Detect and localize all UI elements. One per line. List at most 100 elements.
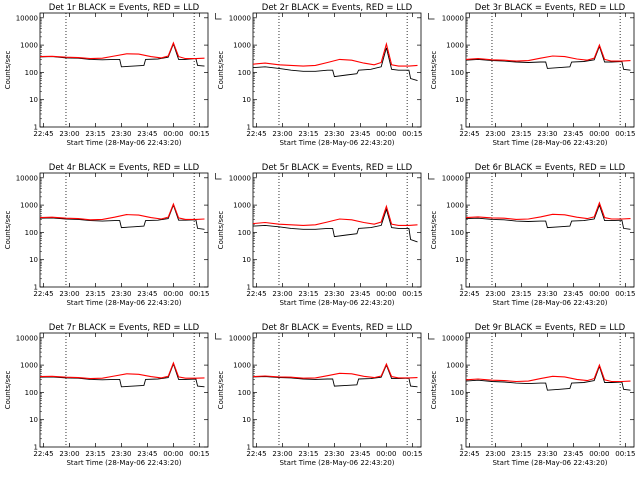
x-tick-label: 00:00: [589, 130, 609, 138]
x-tick-label: 00:00: [376, 130, 396, 138]
detector-panel-4: Det 4r BLACK = Events, RED = LLD 1 10 100 10…: [4, 163, 222, 307]
y-tick-label: 100: [25, 69, 38, 77]
y-tick-label: 10: [242, 256, 251, 264]
y-tick-label: 1: [34, 284, 38, 292]
range-marker: [428, 173, 435, 180]
x-axis-label: Start Time (28-May-06 22:43:20): [66, 459, 181, 467]
events-series-line: [465, 365, 631, 391]
y-tick-label: 1000: [20, 202, 38, 210]
x-tick-label: 23:15: [298, 130, 318, 138]
lld-series-line: [252, 41, 418, 67]
x-tick-label: 22:45: [33, 450, 53, 458]
plot-frame: [252, 12, 422, 128]
x-tick-label: 23:00: [485, 290, 505, 298]
x-tick-label: 23:15: [298, 450, 318, 458]
x-tick-label: 23:00: [272, 290, 292, 298]
x-tick-label: 23:00: [59, 290, 79, 298]
y-tick-label: 10000: [442, 14, 464, 22]
y-tick-label: 1000: [20, 42, 38, 50]
lld-series-line: [39, 202, 205, 221]
y-tick-label: 1000: [446, 362, 464, 370]
y-tick-label: 10000: [16, 14, 38, 22]
x-tick-label: 22:45: [246, 290, 266, 298]
x-tick-label: 00:15: [402, 130, 422, 138]
y-axis-label: Counts/sec: [430, 51, 438, 90]
x-tick-label: 23:45: [137, 450, 157, 458]
y-tick-label: 1: [247, 124, 251, 132]
lld-series-line: [465, 363, 631, 383]
x-tick-label: 00:00: [163, 450, 183, 458]
y-tick-label: 100: [25, 229, 38, 237]
events-series-line: [465, 203, 631, 230]
x-tick-label: 00:00: [376, 290, 396, 298]
detector-panel-1: Det 1r BLACK = Events, RED = LLD 1 10 100 10…: [4, 3, 222, 147]
x-tick-label: 22:45: [246, 130, 266, 138]
y-tick-label: 1: [460, 284, 464, 292]
y-tick-label: 10: [455, 416, 464, 424]
x-tick-label: 23:45: [563, 450, 583, 458]
lld-series-line: [252, 204, 418, 226]
x-tick-label: 00:15: [615, 130, 635, 138]
x-tick-label: 23:30: [111, 290, 131, 298]
chart-title: Det 5r BLACK = Events, RED = LLD: [262, 163, 413, 173]
range-marker: [215, 13, 222, 20]
detector-panel-3: Det 3r BLACK = Events, RED = LLD 1 10 100 10…: [430, 3, 635, 147]
chart-title: Det 9r BLACK = Events, RED = LLD: [475, 323, 626, 333]
lld-series-line: [252, 362, 418, 379]
chart-title: Det 8r BLACK = Events, RED = LLD: [262, 323, 413, 333]
plot-frame: [465, 12, 635, 128]
detector-panel-5: Det 5r BLACK = Events, RED = LLD 1 10 100 10…: [217, 163, 435, 307]
y-axis-label: Counts/sec: [217, 371, 225, 410]
y-tick-label: 100: [451, 69, 464, 77]
events-series-line: [39, 203, 205, 230]
detector-panel-8: Det 8r BLACK = Events, RED = LLD 1 10 100 10…: [217, 323, 435, 467]
x-tick-label: 23:00: [59, 450, 79, 458]
y-tick-label: 10000: [442, 174, 464, 182]
y-tick-label: 1000: [233, 42, 251, 50]
y-tick-label: 10000: [229, 174, 251, 182]
y-tick-label: 10000: [229, 14, 251, 22]
plot-frame: [465, 172, 635, 288]
x-tick-label: 23:30: [537, 290, 557, 298]
y-tick-label: 1000: [446, 42, 464, 50]
x-axis-label: Start Time (28-May-06 22:43:20): [66, 299, 181, 307]
y-tick-label: 10: [242, 416, 251, 424]
x-tick-label: 22:45: [246, 450, 266, 458]
range-marker: [428, 13, 435, 20]
range-marker: [215, 173, 222, 180]
x-tick-label: 23:15: [511, 290, 531, 298]
x-tick-label: 00:15: [402, 450, 422, 458]
x-tick-label: 23:15: [511, 130, 531, 138]
lld-series-line: [465, 43, 631, 62]
x-tick-label: 23:30: [111, 450, 131, 458]
chart-title: Det 1r BLACK = Events, RED = LLD: [49, 3, 200, 13]
x-tick-label: 00:00: [589, 290, 609, 298]
y-tick-label: 1: [247, 444, 251, 452]
x-axis-label: Start Time (28-May-06 22:43:20): [66, 139, 181, 147]
y-axis-label: Counts/sec: [4, 371, 12, 410]
x-tick-label: 22:45: [33, 290, 53, 298]
y-tick-label: 10: [29, 416, 38, 424]
x-axis-label: Start Time (28-May-06 22:43:20): [492, 459, 607, 467]
y-tick-label: 1000: [233, 362, 251, 370]
x-tick-label: 00:15: [615, 450, 635, 458]
x-tick-label: 23:00: [485, 130, 505, 138]
x-tick-label: 00:00: [163, 130, 183, 138]
x-tick-label: 23:00: [272, 450, 292, 458]
x-tick-label: 22:45: [459, 290, 479, 298]
lld-series-line: [39, 41, 205, 60]
x-axis-label: Start Time (28-May-06 22:43:20): [492, 139, 607, 147]
range-marker: [215, 333, 222, 340]
y-tick-label: 10000: [442, 334, 464, 342]
y-tick-label: 100: [25, 389, 38, 397]
chart-title: Det 2r BLACK = Events, RED = LLD: [262, 3, 413, 13]
y-tick-label: 100: [451, 229, 464, 237]
events-series-line: [252, 47, 418, 82]
events-series-line: [465, 45, 631, 71]
x-tick-label: 23:00: [485, 450, 505, 458]
y-tick-label: 1: [34, 124, 38, 132]
y-tick-label: 10000: [16, 334, 38, 342]
y-tick-label: 100: [451, 389, 464, 397]
x-tick-label: 23:15: [298, 290, 318, 298]
